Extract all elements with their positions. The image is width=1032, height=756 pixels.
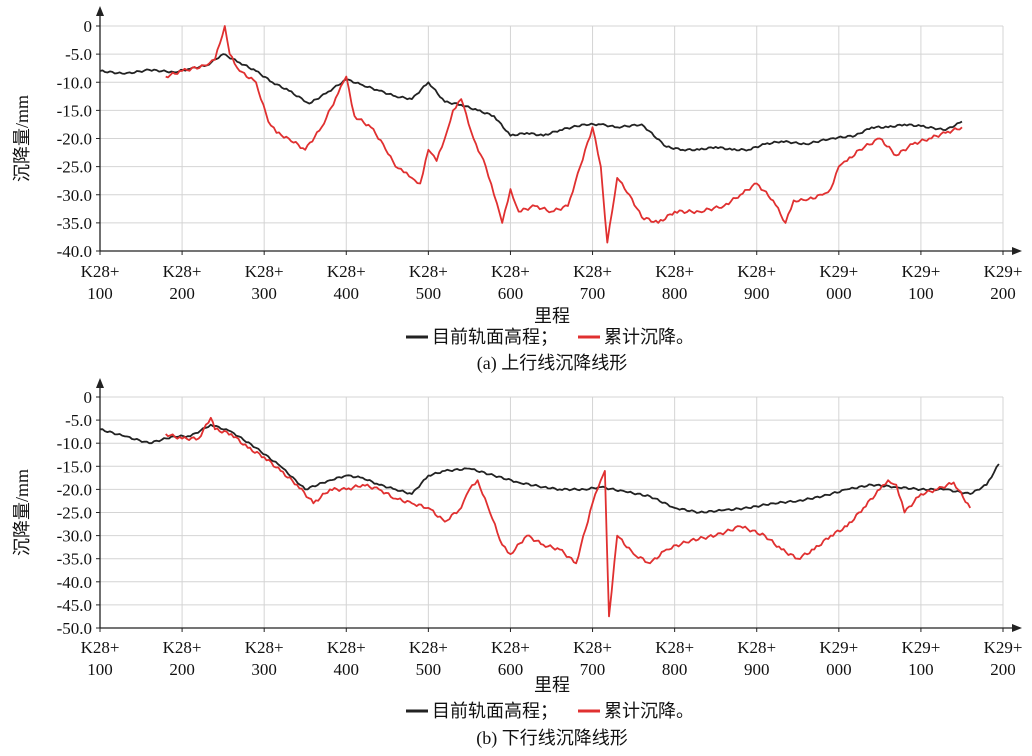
- x-tick-label-line2: 200: [990, 660, 1016, 679]
- y-tick-label: -10.0: [57, 434, 92, 453]
- series-cumulative-settlement: [165, 25, 963, 244]
- x-tick-label-line2: 900: [744, 284, 770, 303]
- x-tick-label-line2: 200: [169, 660, 195, 679]
- y-axis-arrow: [96, 6, 104, 16]
- legend-label: 累计沉降。: [604, 327, 694, 347]
- x-tick-label-line2: 300: [251, 660, 277, 679]
- x-tick-label-line2: 400: [334, 284, 360, 303]
- grid-lines: [100, 396, 1004, 628]
- x-tick-label-line1: K29+: [819, 638, 858, 657]
- x-tick-label-line1: K28+: [81, 262, 120, 281]
- y-tick-label: -25.0: [57, 504, 92, 523]
- x-tick-label-line2: 600: [498, 284, 524, 303]
- chart-downline-svg: 0 -5.0 -10.0 -15.0 -20.0 -25.0 -30.0 -35.0 -40.0…: [12, 378, 1023, 749]
- x-axis-arrow: [1012, 624, 1022, 632]
- y-axis-label: 沉降量/mm: [12, 95, 32, 182]
- x-tick-label-line2: 100: [87, 284, 113, 303]
- x-tick-label-line1: K28+: [327, 638, 366, 657]
- y-tick-label: -5.0: [65, 411, 92, 430]
- y-tick-label: -40.0: [57, 573, 92, 592]
- x-tick-label-line2: 100: [908, 284, 934, 303]
- y-tick-label: -10.0: [57, 73, 92, 92]
- legend-label: 累计沉降。: [604, 701, 694, 721]
- x-tick-label-line1: K28+: [163, 638, 202, 657]
- series-line: [165, 25, 963, 244]
- y-tick-label: -20.0: [57, 130, 92, 149]
- x-tick-label-line1: K28+: [491, 638, 530, 657]
- chart-panel-upline: 0 -5.0 -10.0 -15.0 -20.0 -25.0 -30.0 -35.0 -40.0…: [12, 6, 1023, 374]
- x-tick-label-line2: 100: [87, 660, 113, 679]
- x-tick-label-line2: 700: [580, 660, 606, 679]
- y-tick-label: -20.0: [57, 480, 92, 499]
- x-tick-label-line2: 200: [990, 284, 1016, 303]
- x-tick-label-line1: K29+: [984, 262, 1023, 281]
- x-tick-label-line1: K28+: [491, 262, 530, 281]
- y-tick-label: -25.0: [57, 158, 92, 177]
- x-tick-label-line1: K29+: [984, 638, 1023, 657]
- x-tick-label-line2: 500: [416, 660, 442, 679]
- x-tick-label-line2: 000: [826, 660, 852, 679]
- y-tick-label: 0: [84, 388, 93, 407]
- series-line: [165, 416, 971, 618]
- y-tick-label: -35.0: [57, 550, 92, 569]
- legend: 目前轨面高程； 累计沉降。: [406, 701, 694, 721]
- x-tick-label-line1: K29+: [901, 262, 940, 281]
- grid-lines: [100, 25, 1004, 251]
- x-tick-label-line1: K28+: [409, 262, 448, 281]
- x-tick-label-line2: 400: [334, 660, 360, 679]
- x-tick-label-line1: K28+: [81, 638, 120, 657]
- x-tick-label-line1: K28+: [573, 262, 612, 281]
- y-tick-label: -15.0: [57, 457, 92, 476]
- x-tick-label-line1: K28+: [737, 262, 776, 281]
- y-axis-label: 沉降量/mm: [12, 469, 32, 556]
- x-tick-label-line2: 800: [662, 660, 688, 679]
- x-tick-label-line1: K28+: [737, 638, 776, 657]
- y-tick-label: 0: [84, 17, 93, 36]
- legend-label: 目前轨面高程；: [432, 327, 558, 347]
- x-tick-label-line2: 800: [662, 284, 688, 303]
- x-tick-label-line2: 300: [251, 284, 277, 303]
- x-tick-label-line1: K28+: [327, 262, 366, 281]
- x-tick-label-line2: 200: [169, 284, 195, 303]
- series-line: [99, 53, 963, 152]
- chart-caption: (a) 上行线沉降线形: [477, 353, 627, 374]
- legend: 目前轨面高程； 累计沉降。: [406, 327, 694, 347]
- y-tick-label: -30.0: [57, 527, 92, 546]
- x-tick-label-line1: K28+: [655, 262, 694, 281]
- x-tick-label-line2: 900: [744, 660, 770, 679]
- x-axis-arrow: [1012, 247, 1022, 255]
- legend-label: 目前轨面高程；: [432, 701, 558, 721]
- y-axis-arrow: [96, 378, 104, 388]
- x-tick-label-line2: 100: [908, 660, 934, 679]
- series-rail-elevation: [99, 53, 963, 152]
- chart-panel-downline: 0 -5.0 -10.0 -15.0 -20.0 -25.0 -30.0 -35.0 -40.0…: [0, 372, 1032, 756]
- y-tick-label: -45.0: [57, 596, 92, 615]
- chart-caption: (b) 下行线沉降线形: [476, 728, 628, 749]
- x-tick-label-line1: K28+: [163, 262, 202, 281]
- series-rail-elevation: [99, 423, 1000, 514]
- x-tick-label-line1: K28+: [573, 638, 612, 657]
- x-tick-label-line1: K29+: [819, 262, 858, 281]
- x-tick-label-line1: K28+: [245, 638, 284, 657]
- series-cumulative-settlement: [165, 416, 971, 618]
- x-tick-label-line2: 500: [416, 284, 442, 303]
- x-tick-label-line1: K28+: [655, 638, 694, 657]
- series-line: [99, 423, 1000, 514]
- x-tick-label-line2: 000: [826, 284, 852, 303]
- chart-upline-svg: 0 -5.0 -10.0 -15.0 -20.0 -25.0 -30.0 -35.0 -40.0…: [12, 6, 1023, 374]
- x-tick-label-line2: 700: [580, 284, 606, 303]
- y-tick-label: -30.0: [57, 186, 92, 205]
- x-tick-label-line1: K29+: [901, 638, 940, 657]
- y-tick-label: -5.0: [65, 45, 92, 64]
- y-tick-label: -15.0: [57, 101, 92, 120]
- x-tick-label-line2: 600: [498, 660, 524, 679]
- x-axis-label: 里程: [534, 306, 570, 326]
- y-tick-label: -35.0: [57, 214, 92, 233]
- x-axis-label: 里程: [534, 675, 570, 695]
- y-tick-label: -50.0: [57, 619, 92, 638]
- y-tick-label: -40.0: [57, 242, 92, 261]
- x-tick-label-line1: K28+: [245, 262, 284, 281]
- x-tick-label-line1: K28+: [409, 638, 448, 657]
